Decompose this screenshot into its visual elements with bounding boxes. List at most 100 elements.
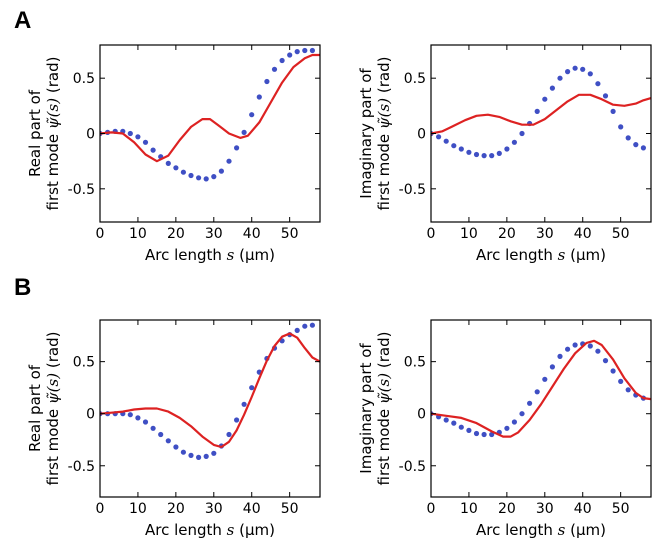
x-tick-label: 0 <box>427 226 436 242</box>
data-point <box>557 75 563 81</box>
data-point <box>180 449 186 455</box>
data-point <box>519 411 525 417</box>
data-point <box>294 49 300 55</box>
data-point <box>481 431 487 438</box>
y-tick-label: 0 <box>417 127 426 143</box>
data-point <box>618 124 624 130</box>
data-point <box>127 412 133 418</box>
charts-container: 0 10 20 30 40 50 -0.5 0 0.5 Arc length s (μm) Real… <box>26 44 652 538</box>
data-point <box>572 65 578 71</box>
x-axis-label: Arc length s (μm) <box>476 521 606 538</box>
data-point <box>165 438 171 444</box>
x-tick-label: 0 <box>427 501 436 517</box>
data-point <box>226 158 232 164</box>
data-point <box>633 142 639 148</box>
x-tick-label: 40 <box>574 226 592 242</box>
data-point <box>534 389 540 395</box>
data-point <box>196 175 202 181</box>
data-point <box>466 427 472 433</box>
y-tick-label: -0.5 <box>68 182 95 198</box>
y-axis-label-line1: Imaginary part of <box>357 343 375 474</box>
data-point <box>542 96 548 102</box>
data-point <box>587 343 593 349</box>
y-axis-label-line2: first mode ψ̃(s) (rad) <box>375 57 393 211</box>
data-point <box>625 135 631 141</box>
data-point <box>211 174 217 180</box>
data-point <box>580 66 586 72</box>
data-point <box>473 430 480 437</box>
data-point <box>443 417 449 423</box>
series-line <box>100 332 320 449</box>
data-point <box>264 78 270 85</box>
data-point <box>302 323 308 329</box>
data-point <box>451 143 457 149</box>
data-point <box>549 85 556 91</box>
y-tick-label: 0.5 <box>73 355 95 371</box>
y-axis-label-line2: first mode ψ̃(s) (rad) <box>375 332 393 486</box>
y-axis-label-line1: Real part of <box>26 364 44 452</box>
data-point <box>279 57 285 64</box>
y-tick-label: 0 <box>86 127 95 143</box>
data-point <box>549 364 556 370</box>
data-point <box>625 387 631 393</box>
data-point <box>511 139 517 145</box>
data-point <box>211 450 217 456</box>
y-tick-label: 0 <box>86 407 95 423</box>
y-tick-label: -0.5 <box>399 459 426 475</box>
data-point <box>135 415 141 421</box>
data-point <box>309 47 315 54</box>
data-point <box>489 153 495 159</box>
plot-frame <box>430 44 652 223</box>
data-point <box>595 81 601 87</box>
data-point <box>610 108 616 114</box>
data-point <box>226 431 232 438</box>
data-point <box>443 138 449 144</box>
data-point <box>271 66 278 72</box>
data-point <box>142 419 149 425</box>
chart-0: 0 10 20 30 40 50 -0.5 0 0.5 Arc length s (μm) Real… <box>26 44 321 264</box>
y-tick-label: -0.5 <box>68 459 95 475</box>
x-tick-label: 40 <box>243 501 261 517</box>
plot-frame <box>99 319 321 498</box>
y-tick-label: 0.5 <box>404 355 426 371</box>
x-tick-label: 30 <box>536 501 554 517</box>
data-point <box>173 444 179 450</box>
x-axis-label: Arc length s (μm) <box>145 246 275 264</box>
data-point <box>496 150 502 156</box>
data-point <box>618 378 624 384</box>
x-axis-label: Arc length s (μm) <box>145 521 275 538</box>
data-point <box>234 145 240 151</box>
chart-3: 0 10 20 30 40 50 -0.5 0 0.5 Arc length s (μm) Imag… <box>357 319 652 538</box>
data-point <box>640 145 647 151</box>
data-point <box>436 134 442 140</box>
series-dots <box>431 341 647 438</box>
data-point <box>302 47 308 54</box>
data-point <box>180 169 186 175</box>
data-point <box>188 452 194 458</box>
data-point <box>234 417 240 423</box>
chart-1: 0 10 20 30 40 50 -0.5 0 0.5 Arc length s (μm) Imag… <box>357 44 652 264</box>
data-point <box>188 172 194 179</box>
data-point <box>241 401 247 407</box>
data-point <box>135 134 141 140</box>
data-point <box>565 69 571 75</box>
x-tick-label: 20 <box>167 226 185 242</box>
data-point <box>294 327 300 333</box>
x-tick-label: 50 <box>612 501 630 517</box>
x-tick-label: 20 <box>498 226 516 242</box>
data-point <box>527 400 533 406</box>
data-point <box>256 94 262 100</box>
y-axis-label-line1: Real part of <box>26 89 44 177</box>
data-point <box>218 168 224 174</box>
y-axis-label-line2: first mode ψ̃(s) (rad) <box>44 57 62 211</box>
panel-letter-b: B <box>14 274 31 301</box>
x-axis-label: Arc length s (μm) <box>476 246 606 264</box>
x-tick-label: 20 <box>167 501 185 517</box>
series-line <box>100 53 320 163</box>
x-tick-label: 10 <box>460 226 478 242</box>
y-axis-label-line2: first mode ψ̃(s) (rad) <box>44 332 62 486</box>
data-point <box>458 146 464 152</box>
data-point <box>150 425 156 431</box>
data-point <box>511 419 517 425</box>
plot-frame <box>99 44 321 223</box>
